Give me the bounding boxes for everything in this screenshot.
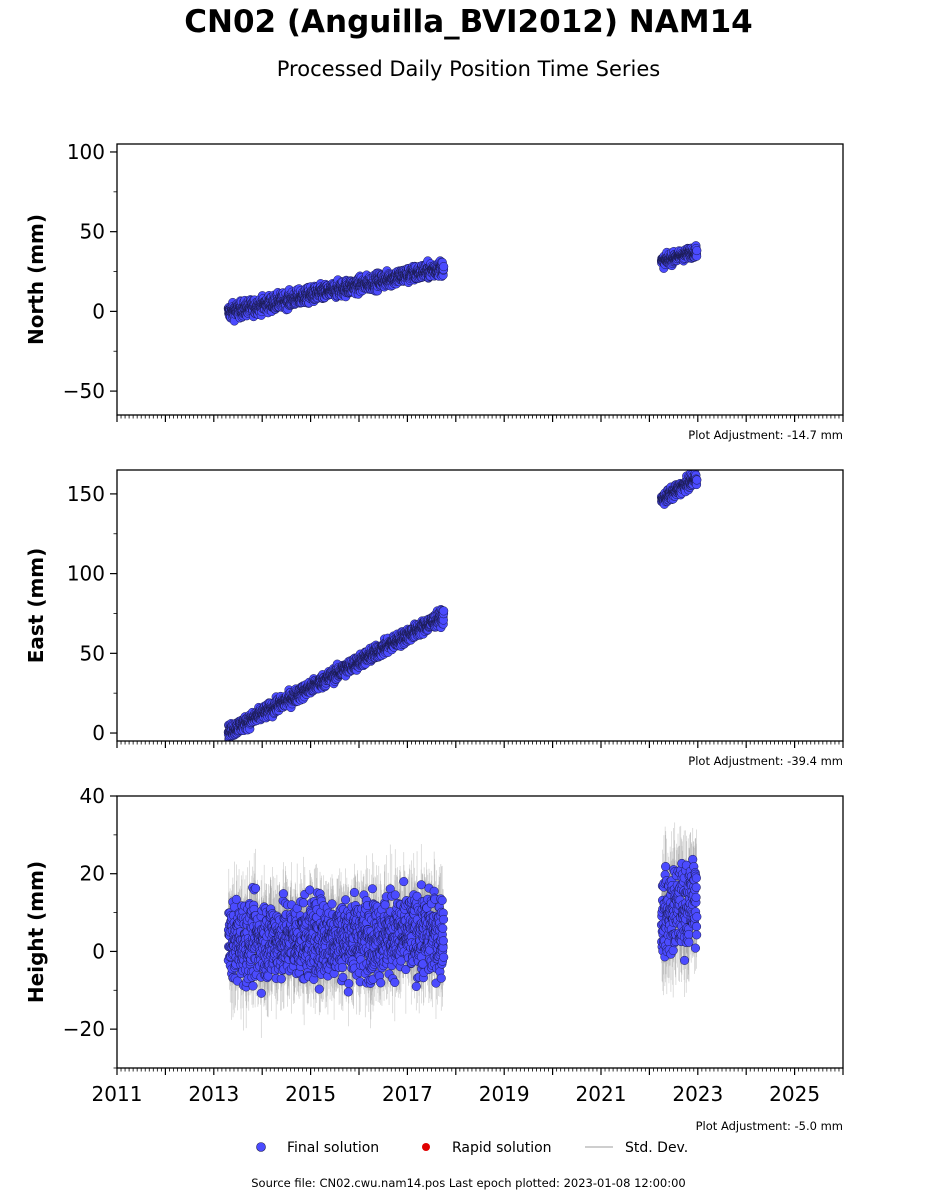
- chart-subtitle: Processed Daily Position Time Series: [276, 57, 661, 81]
- y-tick-label-1-2: 100: [67, 562, 105, 586]
- y-tick-label-0-0: −50: [63, 379, 105, 403]
- data-point-0-1657: [692, 246, 702, 256]
- panel-2: 2011 2013 2015 2017 2019 2021 2023 2025−2002040…: [24, 784, 844, 1133]
- panel-frame-0: [116, 143, 844, 416]
- panel-1: 0 50 100 150 East (mm) Plot Adjustment: -39.4…: [24, 469, 844, 768]
- plot-adjustment-1: Plot Adjustment: -39.4 mm: [688, 754, 843, 768]
- y-tick-label-1-0: 0: [92, 721, 105, 745]
- plot-area-0: [223, 241, 702, 326]
- y-tick-label-1-3: 150: [67, 482, 105, 506]
- y-tick-label-0-2: 50: [80, 220, 105, 244]
- data-point-1-1657: [692, 475, 702, 485]
- data-point-0-1423: [439, 262, 449, 272]
- chart-title: CN02 (Anguilla_BVI2012) NAM14: [184, 4, 753, 40]
- y-tick-label-0-3: 100: [67, 140, 105, 164]
- y-tick-label-0-1: 0: [92, 299, 105, 323]
- panel-frame-1: [116, 469, 844, 742]
- y-axis-label-0: North (mm): [24, 214, 48, 345]
- data-point-1-1423: [439, 606, 449, 616]
- panel-0: −50 0 50 100 North (mm) Plot Adjustment: -14.…: [24, 140, 844, 442]
- plot-adjustment-0: Plot Adjustment: -14.7 mm: [688, 428, 843, 442]
- y-axis-label-1: East (mm): [24, 548, 48, 664]
- y-tick-label-1-1: 50: [80, 641, 105, 665]
- plot-area-2: [223, 822, 702, 1038]
- plot-area-1: [223, 470, 702, 741]
